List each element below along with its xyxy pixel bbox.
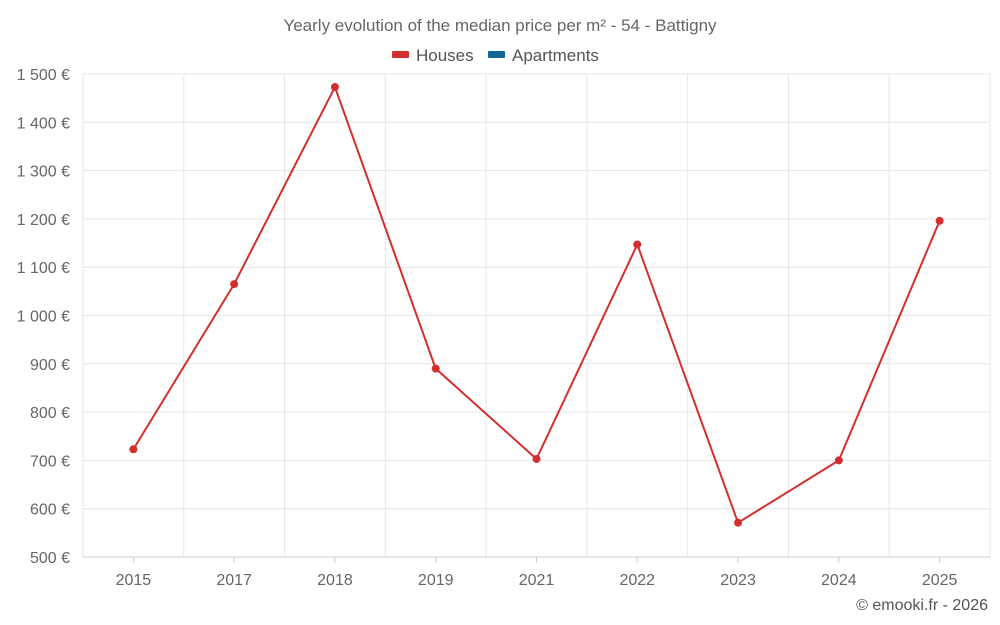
data-point-houses[interactable]	[129, 445, 138, 454]
y-tick-label: 700 €	[30, 453, 70, 470]
x-tick-label: 2015	[116, 572, 152, 589]
y-tick-label: 1 200 €	[17, 212, 70, 229]
legend-item-houses[interactable]: Houses	[392, 46, 474, 65]
legend: Houses Apartments	[392, 46, 599, 65]
legend-label-houses: Houses	[416, 46, 474, 65]
series-houses	[129, 83, 944, 527]
data-point-houses[interactable]	[431, 364, 440, 373]
y-tick-label: 1 400 €	[17, 115, 70, 132]
data-point-houses[interactable]	[330, 83, 339, 92]
y-tick-label: 800 €	[30, 405, 70, 422]
y-tick-label: 500 €	[30, 550, 70, 567]
x-tick-label: 2018	[317, 572, 353, 589]
x-tick-label: 2023	[720, 572, 756, 589]
chart-title: Yearly evolution of the median price per…	[283, 16, 717, 35]
data-point-houses[interactable]	[834, 456, 843, 465]
data-point-houses[interactable]	[633, 240, 642, 249]
x-tick-label: 2017	[216, 572, 252, 589]
x-tick-label: 2019	[418, 572, 454, 589]
y-tick-label: 1 500 €	[17, 67, 70, 84]
y-tick-label: 1 100 €	[17, 260, 70, 277]
y-axis: 500 € 600 € 700 € 800 € 900 € 1 000 € 1 100 € 1…	[17, 67, 70, 567]
data-point-houses[interactable]	[532, 454, 541, 463]
x-tick-label: 2021	[519, 572, 555, 589]
x-tick-label: 2025	[922, 572, 958, 589]
legend-item-apartments[interactable]: Apartments	[488, 46, 599, 65]
legend-swatch-houses	[392, 51, 409, 58]
y-tick-label: 600 €	[30, 502, 70, 519]
legend-label-apartments: Apartments	[512, 46, 599, 65]
y-tick-label: 900 €	[30, 357, 70, 374]
y-tick-label: 1 000 €	[17, 309, 70, 326]
grid	[82, 73, 991, 558]
legend-swatch-apartments	[488, 51, 505, 58]
x-tick-label: 2024	[821, 572, 857, 589]
x-tick-label: 2022	[619, 572, 655, 589]
y-tick-label: 1 300 €	[17, 164, 70, 181]
data-point-houses[interactable]	[935, 216, 944, 225]
x-axis: 2015 2017 2018 2019 2021 2022 2023 2024 2025	[116, 557, 958, 589]
data-point-houses[interactable]	[734, 518, 743, 527]
data-point-houses[interactable]	[230, 280, 239, 289]
credit-text: © emooki.fr - 2026	[856, 597, 988, 614]
